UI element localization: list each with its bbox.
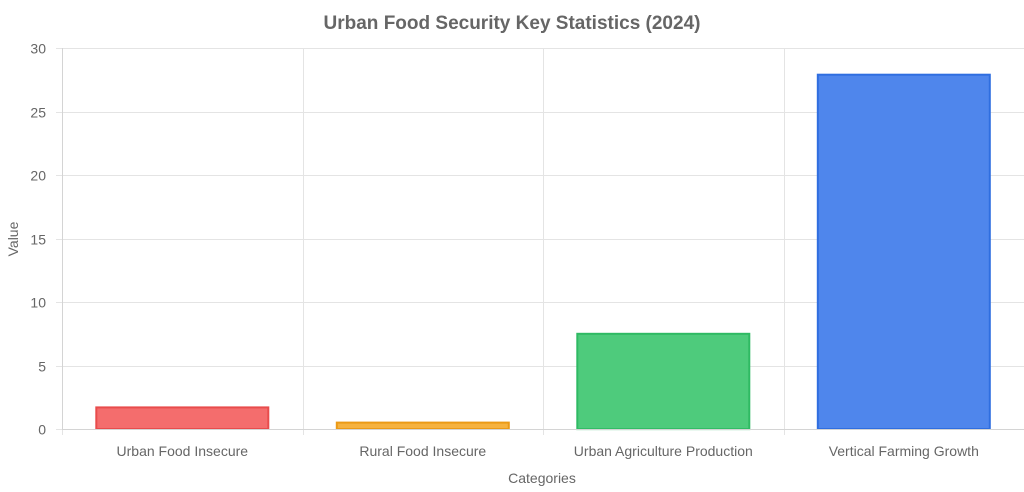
x-tick-label: Rural Food Insecure [359,443,486,459]
tick-labels: 0 5 10 15 20 25 30 Urban Food Insecure Rural Foo… [30,41,978,460]
y-tick-label: 15 [30,232,46,248]
x-axis-title: Categories [508,470,576,486]
bar[interactable] [95,406,270,430]
x-tick-label: Urban Food Insecure [117,443,249,459]
grid [56,48,1024,435]
y-tick-label: 20 [30,168,46,184]
axes [62,48,1024,430]
bar[interactable] [335,421,510,431]
y-tick-label: 5 [38,359,46,375]
y-tick-label: 25 [30,105,46,121]
x-tick-label: Urban Agriculture Production [574,443,753,459]
y-tick-label: 0 [38,422,46,438]
bar[interactable] [816,73,991,430]
bars [95,73,991,431]
y-axis-title: Value [5,221,21,256]
chart-title: Urban Food Security Key Statistics (2024… [324,13,701,34]
y-tick-label: 10 [30,295,46,311]
x-tick-label: Vertical Farming Growth [829,443,979,459]
y-tick-label: 30 [30,41,46,57]
bar[interactable] [576,332,751,431]
